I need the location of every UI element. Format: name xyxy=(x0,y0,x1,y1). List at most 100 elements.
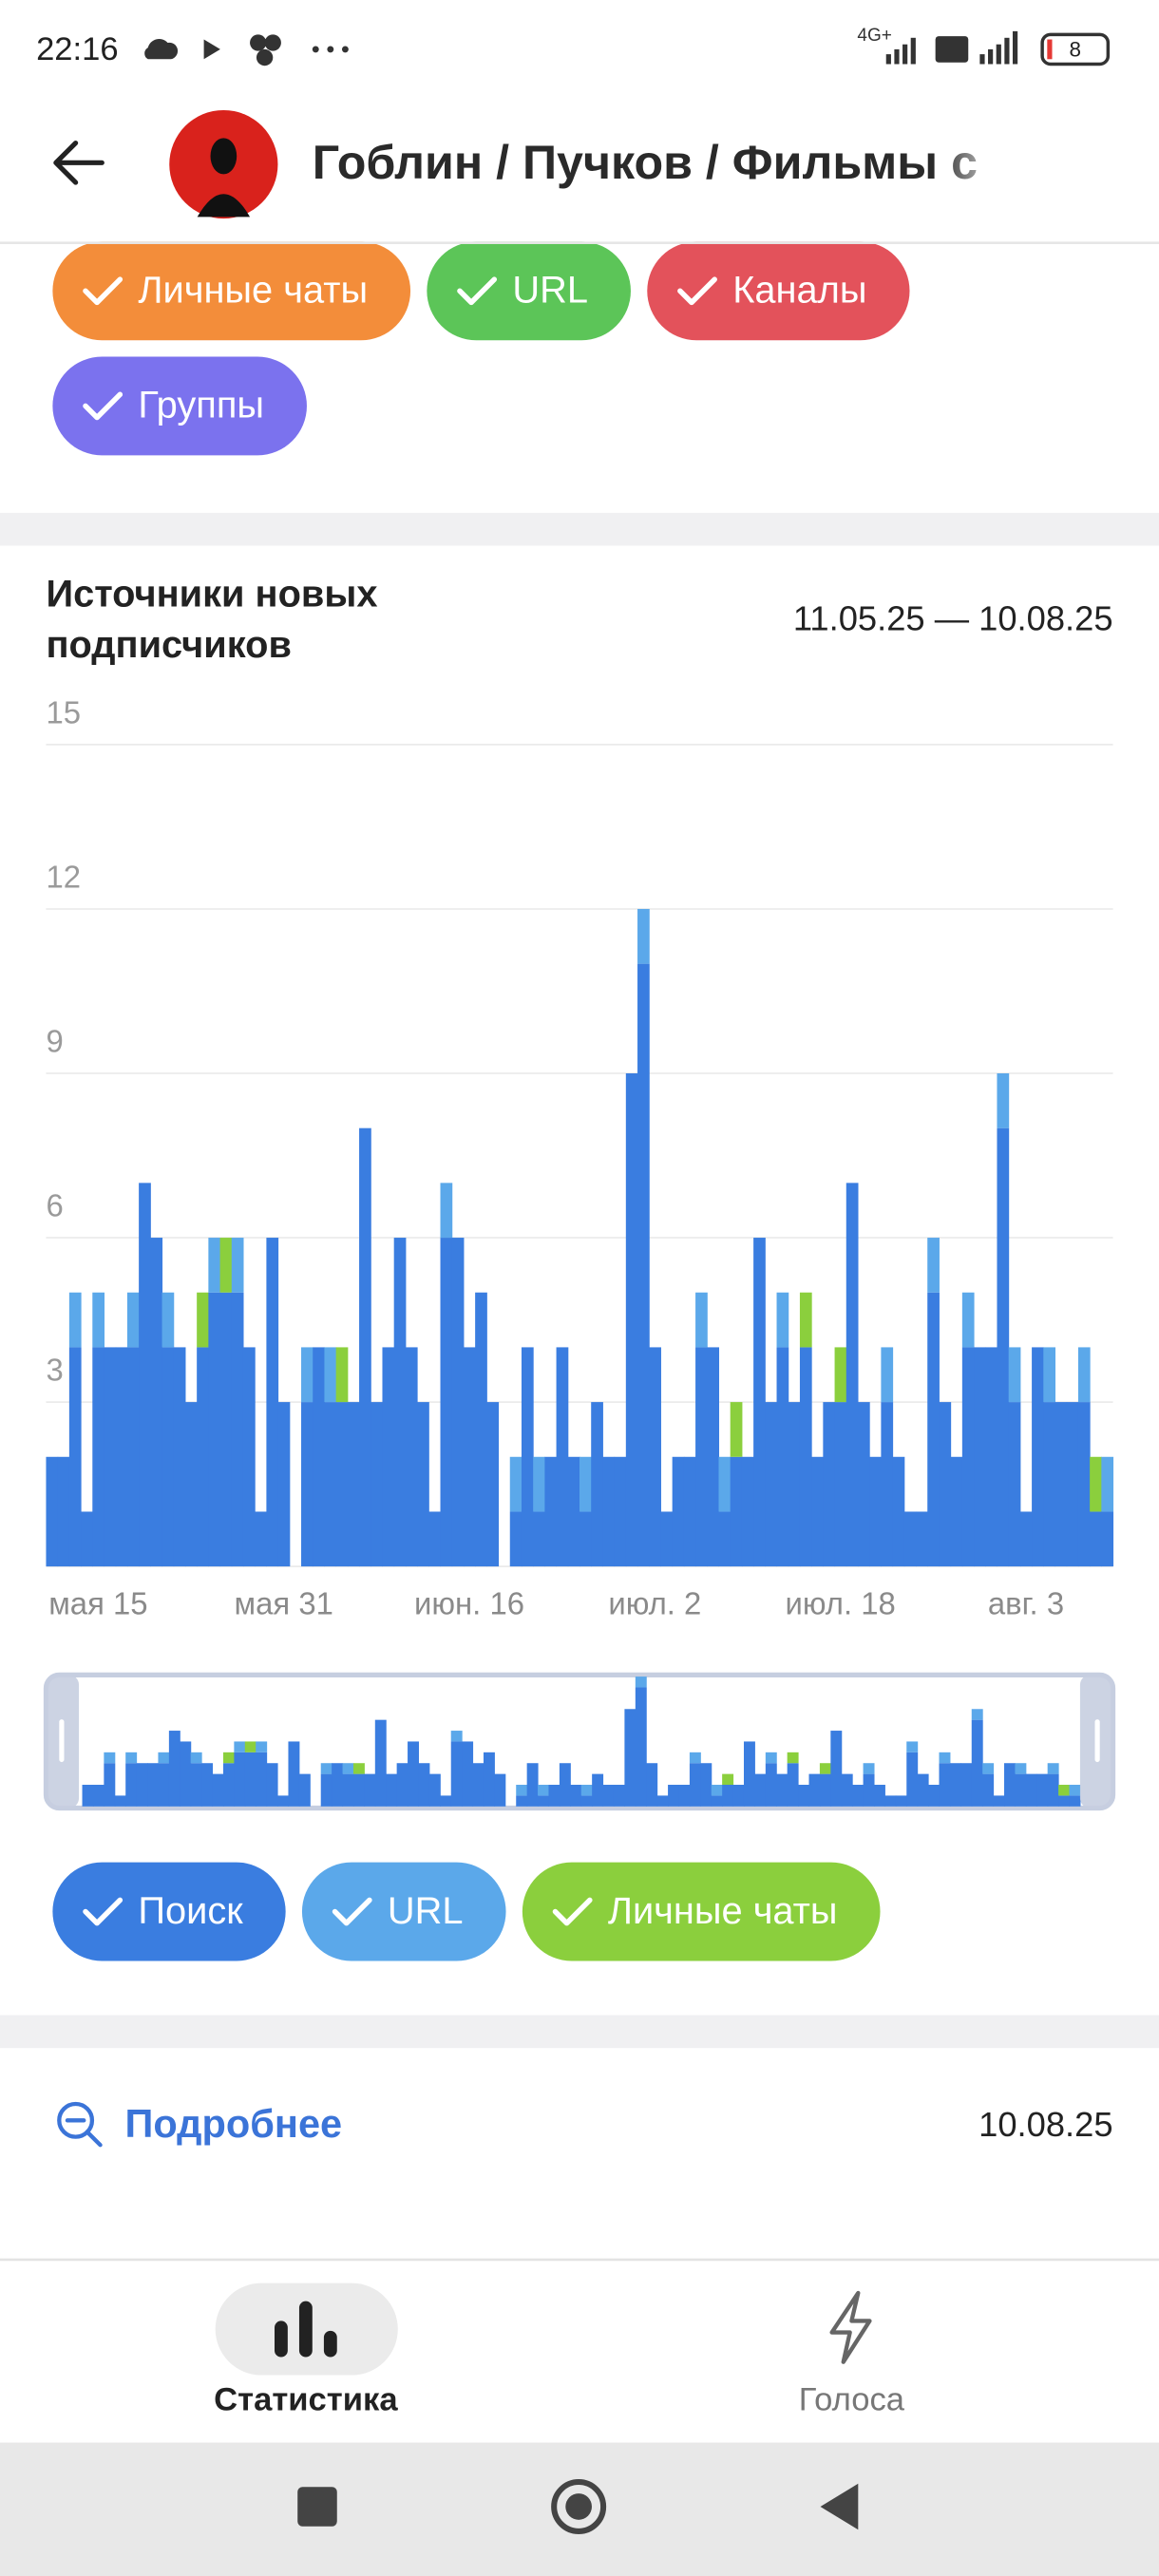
chip[interactable]: Группы xyxy=(52,356,307,456)
bar-segment xyxy=(916,1511,928,1567)
navigator-bar xyxy=(342,1773,354,1807)
navigator-bar xyxy=(212,1773,224,1807)
navigator-bar xyxy=(949,1763,961,1807)
navigator-bar xyxy=(147,1763,159,1807)
chip[interactable]: Каналы xyxy=(647,241,910,341)
navigator-bar xyxy=(1058,1795,1071,1807)
bar-segment xyxy=(730,1402,743,1457)
chip-label[interactable]: Поиск xyxy=(138,1890,243,1932)
bar-segment xyxy=(1019,1511,1033,1567)
navigator-bar xyxy=(765,1752,777,1764)
chip-background xyxy=(301,1862,506,1961)
navigator-bar xyxy=(711,1785,723,1796)
y-tick-label: 9 xyxy=(46,1024,63,1059)
navigator-bar xyxy=(743,1741,755,1807)
chip-background xyxy=(427,241,631,341)
navigator-bar xyxy=(352,1763,365,1774)
bar-segment xyxy=(695,1292,708,1348)
navigator-bar xyxy=(364,1773,376,1807)
navigator-bar xyxy=(580,1785,593,1796)
bar-segment xyxy=(370,1402,383,1567)
navigator-bar xyxy=(244,1752,256,1807)
nav-label[interactable]: Статистика xyxy=(214,2381,398,2417)
navigator-bar xyxy=(1047,1763,1059,1774)
navigator-bar xyxy=(168,1731,180,1807)
chart-title-box: Источники новых подписчиков xyxy=(46,572,377,666)
bar-segment xyxy=(637,908,650,964)
zoom-out-icon xyxy=(65,2118,103,2148)
navigator-bar xyxy=(624,1709,636,1807)
navigator-bar xyxy=(602,1785,615,1807)
chip[interactable]: Личные чаты xyxy=(522,1862,881,1961)
bar-segment xyxy=(765,1402,778,1567)
navigator-bar xyxy=(288,1741,300,1807)
navigator-bar xyxy=(754,1773,767,1807)
bar-segment xyxy=(1008,1347,1021,1403)
recents-button[interactable] xyxy=(297,2487,337,2527)
nav-label[interactable]: Голоса xyxy=(799,2381,905,2417)
navigator-bar xyxy=(613,1785,625,1807)
bar-segment xyxy=(823,1402,836,1567)
bar-segment xyxy=(846,1183,859,1567)
navigator-bar xyxy=(234,1741,246,1752)
y-tick-label: 3 xyxy=(46,1353,63,1388)
bar-segment xyxy=(869,1456,882,1567)
back-button[interactable] xyxy=(53,140,104,185)
bar-segment xyxy=(208,1292,221,1567)
bar-segment xyxy=(985,1347,998,1567)
chip[interactable]: Поиск xyxy=(52,1862,286,1961)
title-mask xyxy=(1011,123,1159,206)
bar-segment xyxy=(730,1456,743,1567)
chip-background xyxy=(522,1862,881,1961)
nav-votes[interactable]: Голоса xyxy=(799,2290,905,2417)
navigator-bar xyxy=(125,1752,138,1764)
navigator-bar xyxy=(884,1795,897,1807)
bar-segment xyxy=(1101,1511,1114,1567)
bar-segment xyxy=(974,1347,986,1567)
navigator-bar xyxy=(971,1709,983,1720)
title-fade xyxy=(937,123,1012,206)
bar-segment xyxy=(1032,1347,1044,1567)
back-system-button[interactable] xyxy=(820,2483,859,2530)
navigator-bar xyxy=(462,1741,474,1807)
navigator-bar xyxy=(136,1763,148,1807)
y-tick-label: 12 xyxy=(46,859,81,894)
chip[interactable]: Личные чаты xyxy=(52,241,411,341)
bar-segment xyxy=(197,1292,209,1348)
navigator-bar xyxy=(819,1773,831,1807)
header-title: Гоблин / Пучков / Фильмы с xyxy=(313,136,978,189)
filter-chips: Личные чаты URL Каналы Группы xyxy=(52,241,910,456)
chip[interactable]: URL xyxy=(301,1862,506,1961)
details-date: 10.08.25 xyxy=(978,2105,1112,2144)
stats-icon xyxy=(274,2301,337,2358)
home-button[interactable] xyxy=(551,2478,607,2534)
details-label[interactable]: Подробнее xyxy=(125,2101,343,2146)
navigator-bar xyxy=(114,1795,126,1807)
bar-segment xyxy=(115,1347,128,1567)
navigator-bar xyxy=(256,1752,268,1807)
navigator-bar xyxy=(320,1773,332,1807)
navigator-bar xyxy=(374,1719,387,1807)
navigator-bar xyxy=(798,1785,810,1807)
handle-grip xyxy=(59,1719,65,1763)
bar-segment xyxy=(753,1238,766,1567)
chip[interactable]: URL xyxy=(427,241,631,341)
bar-segment xyxy=(451,1238,465,1567)
details-link[interactable]: Подробнее xyxy=(57,2101,343,2148)
navigator-bar xyxy=(440,1795,452,1807)
chip-label[interactable]: Личные чаты xyxy=(608,1890,838,1932)
navigator-bar xyxy=(1015,1773,1027,1807)
chip-label[interactable]: Группы xyxy=(138,385,264,426)
nav-statistics[interactable]: Статистика xyxy=(214,2282,398,2418)
battery-level xyxy=(1047,39,1053,60)
bar-segment xyxy=(580,1456,592,1512)
chip-label[interactable]: URL xyxy=(512,270,588,312)
bar-segment xyxy=(173,1347,186,1567)
navigator-bar xyxy=(548,1785,560,1807)
chip-label[interactable]: Каналы xyxy=(732,270,866,312)
bar-segment xyxy=(961,1292,975,1348)
chip-label[interactable]: URL xyxy=(388,1890,464,1932)
chip-label[interactable]: Личные чаты xyxy=(138,270,368,312)
bar-segment xyxy=(892,1456,905,1567)
